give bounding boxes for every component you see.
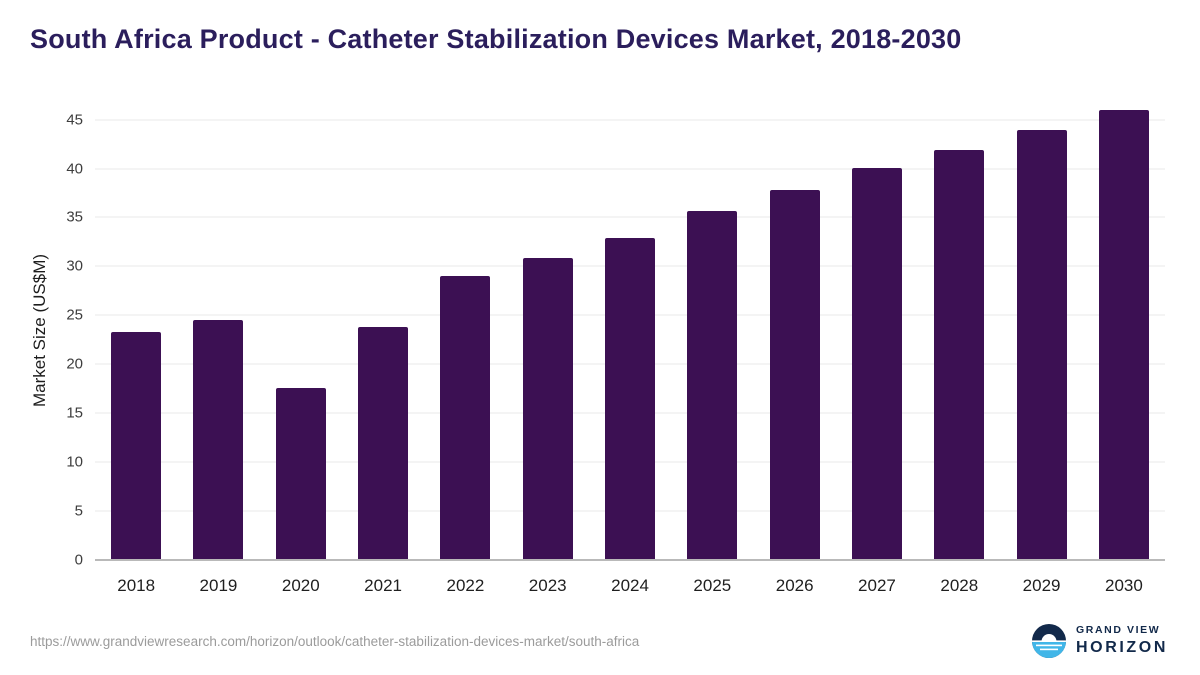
y-tick-label: 5 [74, 502, 83, 520]
gridline [95, 119, 1165, 121]
x-tick-label: 2020 [281, 576, 320, 595]
x-tick-label: 2019 [199, 576, 238, 595]
bar-column-2023: 2023 [507, 100, 589, 595]
bar-column-2020: 2020 [260, 100, 342, 595]
bar-2020 [275, 387, 326, 560]
y-tick-label: 45 [66, 111, 83, 129]
bar-column-2021: 2021 [342, 100, 424, 595]
footer: https://www.grandviewresearch.com/horizo… [30, 623, 1168, 659]
x-tick-label: 2022 [446, 576, 485, 595]
bar-2029 [1016, 130, 1067, 560]
bar-column-2018: 2018 [95, 100, 177, 595]
bar-column-2028: 2028 [918, 100, 1000, 595]
bar-2019 [193, 320, 244, 560]
bar-2022 [440, 276, 491, 560]
bar-2026 [769, 190, 820, 560]
gridline [95, 168, 1165, 170]
bar-2023 [522, 257, 573, 560]
bar-column-2026: 2026 [754, 100, 836, 595]
bar-2027 [851, 167, 902, 560]
x-axis-baseline [95, 559, 1165, 561]
x-tick-label: 2023 [528, 576, 567, 595]
y-tick-label: 30 [66, 257, 83, 275]
y-tick-label: 15 [66, 404, 83, 422]
bar-column-2027: 2027 [836, 100, 918, 595]
horizon-sunset-icon [1031, 623, 1067, 659]
bar-2024 [605, 238, 656, 560]
bar-2030 [1098, 109, 1149, 560]
plot-area: 0 5 10 15 20 25 30 35 40 45 2018 2019 2020 2021 2022 20… [66, 100, 1165, 595]
x-tick-label: 2018 [117, 576, 156, 595]
bar-2021 [358, 327, 409, 560]
source-url: https://www.grandviewresearch.com/horizo… [30, 633, 640, 649]
y-tick-label: 25 [66, 306, 83, 324]
bar-column-2029: 2029 [1000, 100, 1082, 595]
gridline [95, 216, 1165, 218]
bar-column-2030: 2030 [1083, 100, 1165, 595]
brand-name-top: GRAND VIEW [1076, 624, 1161, 637]
y-tick-label: 0 [74, 551, 83, 569]
x-tick-label: 2024 [611, 576, 649, 595]
bar-column-2019: 2019 [177, 100, 259, 595]
x-tick-label: 2029 [1022, 576, 1061, 595]
brand-logo: GRAND VIEW HORIZON [1031, 623, 1168, 659]
y-tick-label: 20 [66, 355, 83, 373]
bar-2018 [111, 331, 162, 560]
brand-name-bottom: HORIZON [1076, 638, 1168, 656]
brand-logo-text: GRAND VIEW HORIZON [1076, 624, 1168, 657]
bar-column-2024: 2024 [589, 100, 671, 595]
x-tick-label: 2030 [1104, 576, 1143, 595]
bar-2028 [934, 149, 985, 560]
bars-container: 2018 2019 2020 2021 2022 2023 2024 2025 2026 2027… [95, 100, 1165, 595]
x-tick-label: 2026 [775, 576, 814, 595]
y-tick-label: 35 [66, 208, 83, 226]
bar-column-2025: 2025 [671, 100, 753, 595]
chart-title: South Africa Product - Catheter Stabiliz… [30, 24, 962, 54]
bar-column-2022: 2022 [424, 100, 506, 595]
x-tick-label: 2028 [940, 576, 979, 595]
bar-2025 [687, 210, 738, 560]
x-tick-label: 2027 [858, 576, 896, 595]
y-tick-label: 40 [66, 160, 83, 178]
x-tick-label: 2025 [693, 576, 732, 595]
x-tick-label: 2021 [364, 576, 402, 595]
y-tick-label: 10 [66, 453, 83, 471]
